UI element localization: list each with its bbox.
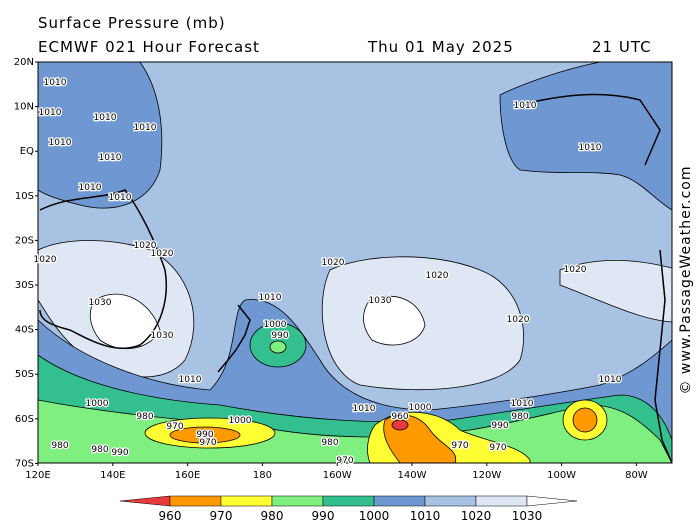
contour-label: 1000	[86, 399, 109, 409]
colorbar-label: 1000	[359, 509, 390, 523]
contour-label: 1030	[151, 331, 174, 341]
colorbar-segment	[322, 495, 375, 507]
contour-label: 1010	[99, 153, 122, 163]
contour-label: 1010	[579, 143, 602, 153]
contour-label: 990	[111, 448, 128, 458]
contour-label: 1010	[599, 375, 622, 385]
forecast-date: Thu 01 May 2025	[367, 38, 514, 56]
contour-label: 970	[336, 456, 353, 466]
contour-label: 1010	[49, 138, 72, 148]
contour-labels: 1010 1010 1010 1010 1010 1010 1010 1010 1010 1010…	[32, 77, 623, 468]
contour-label: 1000	[264, 320, 287, 330]
pressure-field	[38, 62, 672, 463]
contour-label: 980	[511, 412, 528, 422]
lon-label: 120W	[472, 470, 501, 481]
lat-label: 20N	[14, 57, 34, 68]
lat-label: 40S	[15, 325, 34, 336]
colorbar-segment	[526, 495, 578, 507]
contour-label: 1020	[564, 265, 587, 275]
lon-label: 100W	[547, 470, 576, 481]
contour-label: 990	[271, 331, 288, 341]
colorbar-label: 1030	[512, 509, 543, 523]
colorbar-segment	[119, 495, 171, 507]
contour-label: 1010	[134, 123, 157, 133]
contour-label: 1020	[322, 258, 345, 268]
contour-label: 1010	[44, 78, 67, 88]
lon-label: 180	[253, 470, 272, 481]
contour-label: 1000	[409, 403, 432, 413]
contour-label: 990	[196, 430, 213, 440]
colorbar-segment	[475, 495, 528, 507]
contour-label: 1010	[353, 404, 376, 414]
contour-label: 1000	[229, 416, 252, 426]
colorbar-segment	[271, 495, 324, 507]
colorbar-segment	[373, 495, 426, 507]
credit: © www.PassageWeather.com	[678, 165, 694, 394]
lon-label: 160W	[323, 470, 352, 481]
contour-label: 1010	[511, 399, 534, 409]
map-subtitle: ECMWF 021 Hour Forecast	[38, 38, 260, 56]
colorbar-label: 960	[159, 509, 182, 523]
contour-label: 1020	[151, 249, 174, 259]
contour-label: 980	[91, 445, 108, 455]
contour-label: 1020	[426, 271, 449, 281]
contour-label: 970	[489, 443, 506, 453]
contour-label: 1010	[94, 113, 117, 123]
contour-label: 990	[491, 421, 508, 431]
colorbar-label: 980	[261, 509, 284, 523]
lat-label: 60S	[15, 414, 34, 425]
contour-label: 1020	[507, 315, 530, 325]
contour-label: 1010	[514, 101, 537, 111]
lat-label: EQ	[20, 146, 34, 157]
contour-label: 970	[451, 441, 468, 451]
colorbar-segment	[220, 495, 273, 507]
contour-label: 1010	[259, 293, 282, 303]
colorbar-label: 1020	[461, 509, 492, 523]
lat-label: 20S	[15, 235, 34, 246]
contour-label: 1010	[109, 193, 132, 203]
lon-label: 140E	[100, 470, 125, 481]
colorbar-label: 1010	[410, 509, 441, 523]
forecast-time: 21 UTC	[592, 38, 652, 56]
contour-label: 980	[51, 441, 68, 451]
map-frame	[37, 61, 673, 464]
contour-label: 1030	[89, 298, 112, 308]
lon-label: 160E	[175, 470, 200, 481]
lon-label: 80W	[625, 470, 648, 481]
contour-label: 1020	[134, 241, 157, 251]
lat-label: 10N	[14, 102, 34, 113]
lat-label: 70S	[15, 458, 34, 469]
contour-label: 980	[321, 438, 338, 448]
lon-label: 120E	[25, 470, 50, 481]
lat-label: 30S	[15, 280, 34, 291]
contour-label: 980	[136, 412, 153, 422]
contour-label: 970	[199, 438, 216, 448]
contour-label: 1020	[34, 255, 57, 265]
contour-label: 1030	[369, 296, 392, 306]
contour-label: 1010	[39, 108, 62, 118]
lon-label: 140W	[398, 470, 427, 481]
contour-label: 960	[391, 412, 408, 422]
contour-label: 1010	[79, 183, 102, 193]
lat-label: 50S	[15, 369, 34, 380]
colorbar-segment	[424, 495, 477, 507]
lat-label: 10S	[15, 191, 34, 202]
colorbar-segment	[169, 495, 222, 507]
map-title: Surface Pressure (mb)	[38, 14, 226, 32]
colorbar-label: 970	[210, 509, 233, 523]
contour-label: 970	[166, 422, 183, 432]
contour-label: 1010	[179, 375, 202, 385]
colorbar-label: 990	[312, 509, 335, 523]
